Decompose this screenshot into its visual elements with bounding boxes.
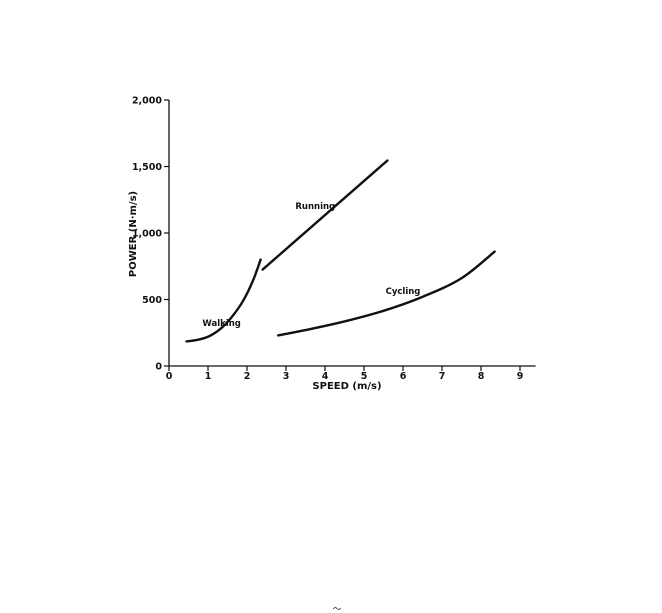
x-tick-label: 6 [400,371,407,382]
series-layer: Walking Running Cycling [185,159,496,343]
x-tick-label: 3 [283,371,290,382]
x-tick-label: 1 [205,371,212,382]
page-mark: 〜 [332,605,341,613]
y-tick-label: 0 [155,362,162,373]
series-line-cycling [277,250,496,337]
y-tick-label: 2,000 [132,96,162,107]
series-line-walking [185,258,262,343]
y-axis-title: POWER (N·m/s) [128,191,139,277]
x-axis: 0 1 2 3 4 5 6 7 8 9 [166,365,536,382]
x-tick-label: 8 [478,371,485,382]
x-tick-label: 4 [322,371,329,382]
y-tick-label: 1,500 [132,162,162,173]
series-label-cycling: Cycling [386,287,421,297]
y-tick-label: 1,000 [132,229,162,240]
series-label-running: Running [295,202,335,212]
y-axis: 0 500 1,000 1,500 2,000 [132,96,170,373]
x-tick-label: 2 [244,371,251,382]
series-line-running [261,159,389,271]
series-label-walking: Walking [202,319,240,329]
y-tick-label: 500 [142,295,162,306]
x-tick-label: 0 [166,371,173,382]
x-tick-label: 7 [439,371,446,382]
x-tick-label: 5 [361,371,368,382]
x-tick-label: 9 [517,371,524,382]
x-axis-title: SPEED (m/s) [312,381,381,392]
